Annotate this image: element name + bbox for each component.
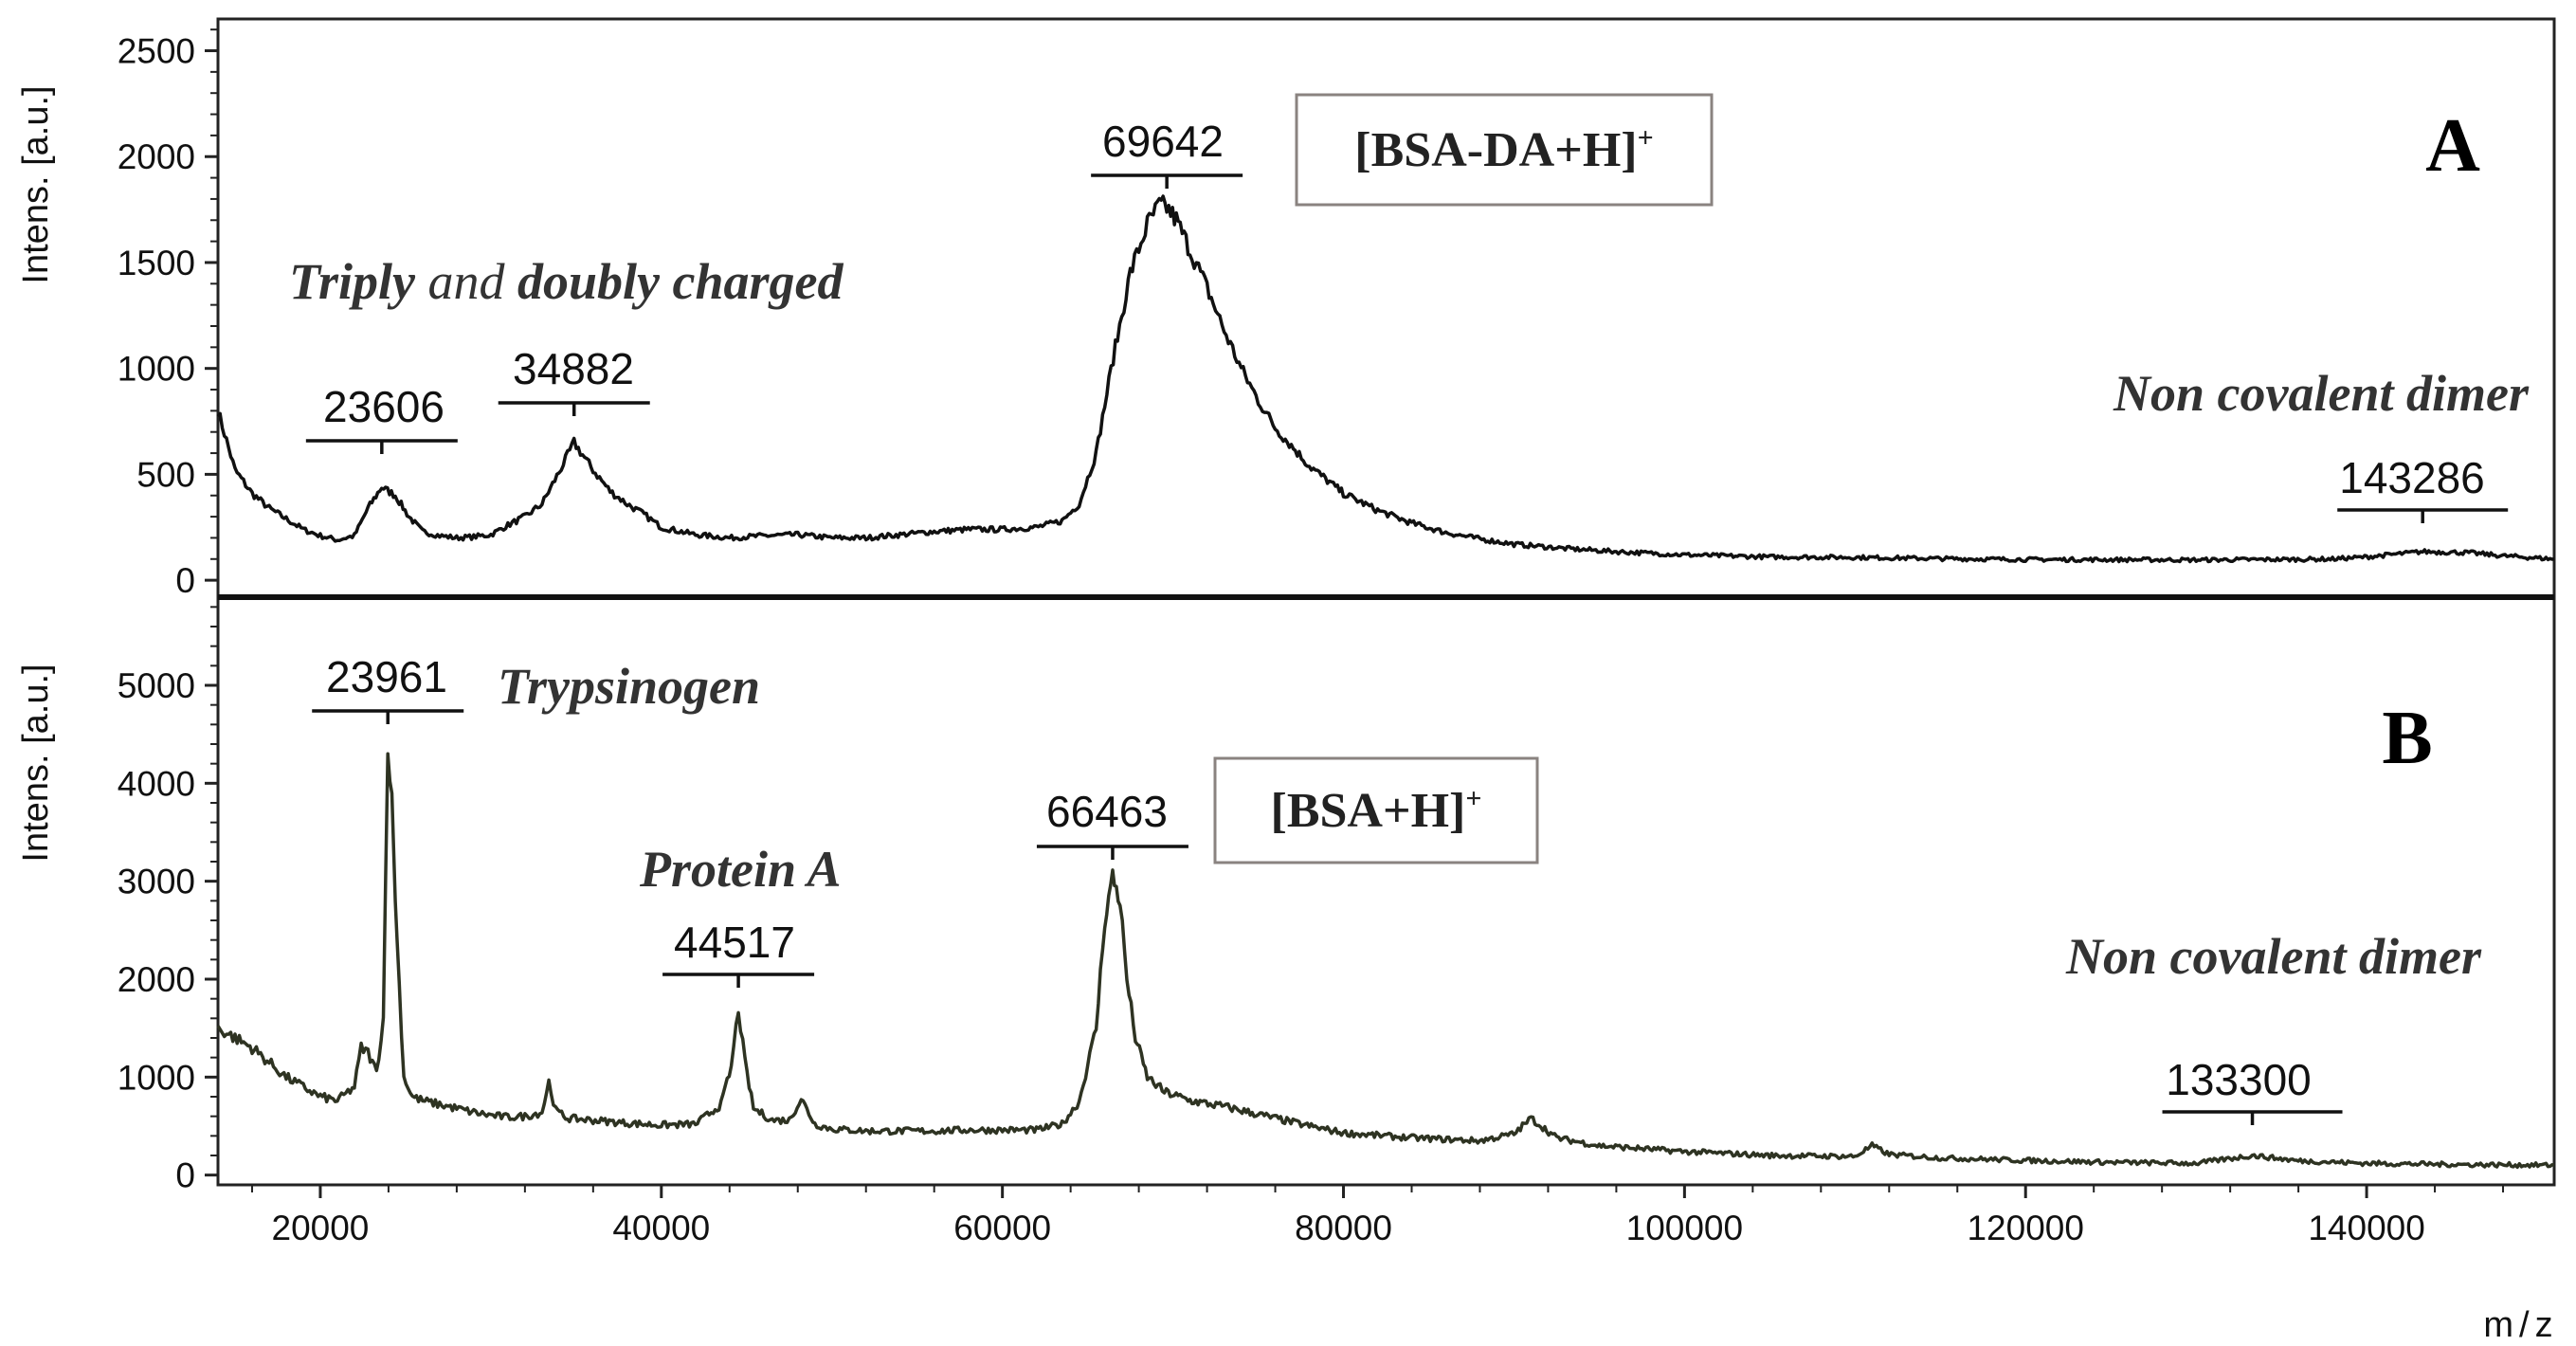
panel-a-peak-label-143286: 143286	[2339, 453, 2485, 502]
panel-a-y-tick-label-0: 0	[175, 561, 195, 600]
x-tick-label-40000: 40000	[612, 1209, 710, 1247]
panel-a-peak-label-34882: 34882	[513, 344, 634, 393]
x-axis-title: m/z	[2483, 1305, 2558, 1345]
panel-a-ion-box	[1295, 93, 1714, 207]
panel-a-line-0	[216, 194, 2555, 564]
panel-a-series	[216, 194, 2555, 564]
x-tick-label-120000: 120000	[1967, 1209, 2083, 1247]
x-tick-label-140000: 140000	[2308, 1209, 2424, 1247]
panel-a-y-axis: 0 500 1000 1500 2000 2500	[118, 28, 218, 600]
panel-b-letter: B	[2382, 697, 2432, 780]
panel-a-peak-label-69642: 69642	[1102, 117, 1224, 166]
panel-b-y-tick-label-0: 0	[175, 1156, 195, 1195]
panel-a-peak-label-23606: 23606	[323, 382, 444, 431]
panel-b-peak-label-23961: 23961	[326, 652, 447, 701]
panel-a-y-tick-label-500: 500	[136, 455, 195, 494]
panel-b-peak-label-133300: 133300	[2166, 1055, 2312, 1104]
panel-a-ion-label: [BSA-DA+H]+	[1354, 122, 1653, 177]
panel-a-peak-markers	[305, 173, 2509, 523]
panel-a-letter: A	[2425, 104, 2480, 188]
panel-a-y-tick-label-2000: 2000	[118, 137, 195, 176]
panel-b-y-tick-label-2000: 2000	[118, 960, 195, 999]
panel-b-peak-label-44517: 44517	[674, 918, 795, 967]
panel-a-y-axis-title: Intens. [a.u.]	[16, 85, 56, 283]
panel-a-annotation-dimer: Non covalent dimer	[2113, 365, 2530, 422]
panel-b-y-tick-label-1000: 1000	[118, 1058, 195, 1097]
panel-a-y-tick-label-1500: 1500	[118, 244, 195, 282]
panel-b-line-0	[216, 752, 2555, 1170]
x-tick-label-20000: 20000	[272, 1209, 370, 1247]
x-tick-label-80000: 80000	[1295, 1209, 1392, 1247]
panel-b-peak-markers	[312, 709, 2343, 1125]
panel-b-y-tick-label-5000: 5000	[118, 666, 195, 705]
x-tick-label-100000: 100000	[1626, 1209, 1743, 1247]
panel-b-series	[216, 752, 2555, 1170]
panel-b-y-tick-label-3000: 3000	[118, 863, 195, 901]
panel-b-annotation-protein-a: Protein A	[639, 841, 842, 898]
panel-a-y-tick-label-2500: 2500	[118, 32, 195, 71]
panel-a-y-tick-label-1000: 1000	[118, 350, 195, 389]
x-tick-label-60000: 60000	[953, 1209, 1051, 1247]
panel-b-annotation-trypsinogen: Trypsinogen	[498, 658, 760, 715]
panel-b-annotation-dimer: Non covalent dimer	[2065, 928, 2482, 985]
panel-b-ion-box	[1213, 756, 1539, 864]
x-axis: 20000 40000 60000 80000 100000 120000 140000	[250, 1185, 2505, 1247]
panel-b-y-axis: 0 1000 2000 3000 4000 5000	[118, 606, 218, 1195]
panel-b-ion-label: [BSA+H]+	[1271, 783, 1482, 838]
panel-a-annotation-charged: Triply and doubly charged	[289, 253, 844, 310]
panel-b-peak-label-66463: 66463	[1046, 787, 1168, 836]
panel-b-y-axis-title: Intens. [a.u.]	[16, 664, 56, 862]
panel-b-y-tick-label-4000: 4000	[118, 764, 195, 803]
